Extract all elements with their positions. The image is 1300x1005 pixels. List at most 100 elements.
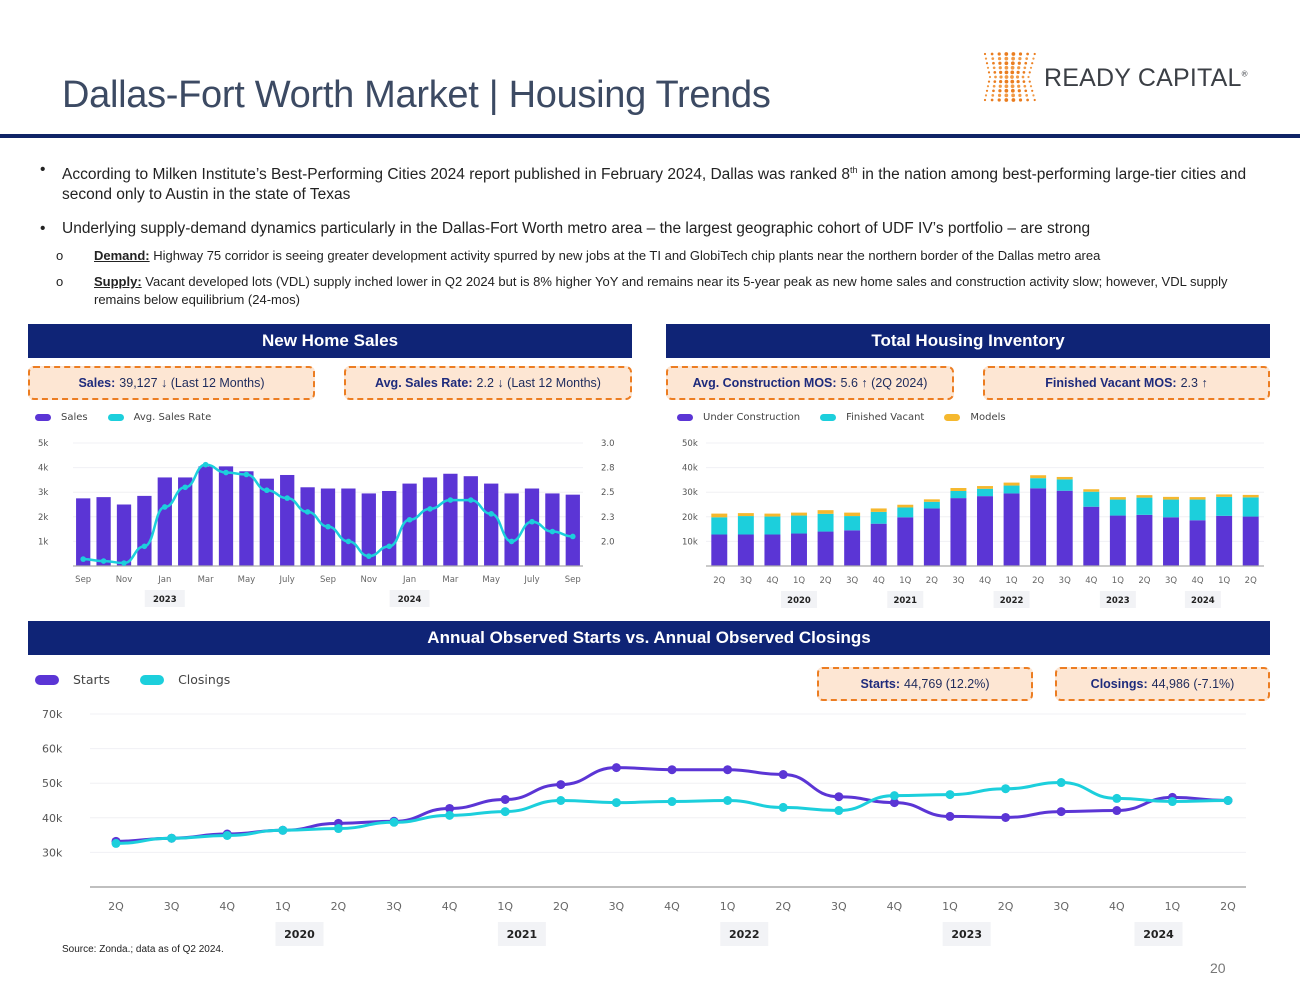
- avg-sales-rate-point: [366, 553, 372, 559]
- logo-dot: [997, 52, 1001, 56]
- logo-dot: [1004, 88, 1009, 93]
- logo-dot: [1027, 75, 1030, 79]
- starts-point: [834, 792, 844, 802]
- x-tick-label: 2Q: [108, 900, 124, 913]
- year-label-bg: [144, 590, 185, 607]
- x-tick-label: July: [279, 575, 295, 585]
- under-construction-bar-segment: [897, 517, 914, 566]
- sub-bullet-text: Demand: Highway 75 corridor is seeing gr…: [94, 247, 1100, 265]
- sales-chart-legend: Sales Avg. Sales Rate: [35, 412, 231, 423]
- under-construction-bar-segment: [870, 523, 887, 566]
- avg-sales-rate-point: [508, 538, 515, 545]
- starts-point: [889, 798, 899, 808]
- under-construction-bar-segment: [1189, 520, 1206, 566]
- finished-vacant-bar-segment: [1109, 499, 1126, 516]
- avg-sales-rate-point: [162, 504, 168, 510]
- logo-dot: [998, 89, 1002, 93]
- logo-dot: [1017, 84, 1021, 88]
- y-right-tick-label: 3.0: [601, 439, 615, 449]
- avg-sales-rate-point: [427, 506, 433, 512]
- logo-dot: [997, 93, 1002, 98]
- logo-dot: [992, 66, 996, 70]
- logo-dot: [992, 61, 995, 65]
- logo-dot: [1015, 75, 1020, 79]
- x-tick-label: 4Q: [219, 900, 235, 913]
- models-bar-segment: [1003, 482, 1020, 486]
- starts-point: [445, 803, 455, 813]
- sales-bar: [259, 478, 274, 566]
- sales-bar: [218, 466, 234, 566]
- logo-dot: [990, 98, 994, 102]
- sales-bar: [402, 483, 417, 566]
- finished-vacant-bar-segment: [923, 501, 940, 509]
- logo-dot: [1004, 93, 1009, 98]
- title-divider: [0, 134, 1300, 138]
- logo-dot: [999, 79, 1003, 84]
- y-tick-label: 30k: [682, 488, 698, 498]
- logo-dot: [988, 75, 992, 79]
- kpi-value: 2.2: [476, 376, 494, 390]
- arrow-down-icon: ↓: [161, 376, 168, 390]
- year-label: 2023: [1106, 596, 1130, 606]
- logo-dot: [1011, 52, 1016, 56]
- kpi-value: 5.6: [840, 376, 858, 390]
- avg-sales-rate-point: [80, 556, 86, 562]
- under-construction-bar-segment: [1083, 506, 1100, 566]
- legend-item-finished-vacant: Finished Vacant: [820, 412, 924, 423]
- finished-vacant-bar-segment: [1163, 499, 1179, 518]
- logo-dot: [1026, 52, 1029, 56]
- legend-label: Starts: [73, 672, 111, 687]
- logo-dot: [1024, 61, 1028, 65]
- avg-sales-rate-point: [100, 558, 107, 564]
- logo-dot: [1004, 75, 1009, 79]
- logo-dot: [1004, 70, 1009, 75]
- under-construction-bar-segment: [791, 533, 807, 566]
- bullet-item: • Underlying supply-demand dynamics part…: [40, 219, 1260, 239]
- kpi-value: 44,769 (12.2%): [904, 677, 990, 691]
- x-tick-label: 4Q: [442, 900, 458, 913]
- finished-vacant-bar-segment: [1216, 496, 1233, 516]
- logo-dot: [1033, 98, 1036, 102]
- sales-bar: [565, 494, 580, 566]
- logo-dot: [1004, 61, 1009, 66]
- avg-sales-rate-point: [406, 516, 413, 523]
- models-bar-segment: [897, 504, 914, 508]
- x-tick-label: Sep: [75, 575, 91, 585]
- avg-sales-rate-point: [570, 533, 576, 540]
- legend-item-starts: Starts: [35, 672, 110, 687]
- sales-bar: [484, 483, 499, 566]
- legend-item-closings: Closings: [140, 672, 230, 687]
- finished-vacant-bar-segment: [844, 516, 861, 531]
- x-tick-label: 1Q: [1112, 576, 1124, 586]
- logo-dot: [1029, 85, 1033, 88]
- x-tick-label: 1Q: [275, 900, 291, 913]
- logo-dot: [993, 71, 997, 74]
- sales-bar: [157, 477, 172, 566]
- closings-point: [500, 807, 510, 817]
- logo-text: READY CAPITAL®: [1044, 64, 1248, 93]
- legend-swatch: [107, 414, 124, 421]
- sales-bar: [239, 471, 254, 566]
- closings-point: [834, 806, 844, 816]
- closings-point: [1167, 797, 1177, 807]
- x-tick-label: 1Q: [793, 576, 805, 586]
- logo-dot: [1010, 79, 1015, 84]
- avg-sales-rate-point: [529, 518, 535, 525]
- finished-vacant-bar-segment: [1083, 491, 1100, 507]
- logo-dot: [1032, 57, 1035, 60]
- bullet-text: Underlying supply-demand dynamics partic…: [62, 220, 1091, 238]
- x-tick-label: Jan: [402, 575, 416, 585]
- logo-dot: [1018, 52, 1023, 56]
- closings-point: [445, 810, 455, 820]
- models-bar-segment: [844, 512, 861, 517]
- logo-dot: [984, 94, 988, 97]
- logo-dot: [1031, 62, 1034, 65]
- logo-dot: [1021, 75, 1025, 79]
- year-label: 2021: [507, 928, 538, 941]
- y-tick-label: 40k: [42, 812, 63, 825]
- sub-bullet-body: Highway 75 corridor is seeing greater de…: [149, 248, 1101, 264]
- sales-bar: [463, 476, 478, 566]
- logo-dot: [991, 57, 995, 60]
- logo-dot: [983, 98, 987, 102]
- logo-dot: [990, 52, 994, 56]
